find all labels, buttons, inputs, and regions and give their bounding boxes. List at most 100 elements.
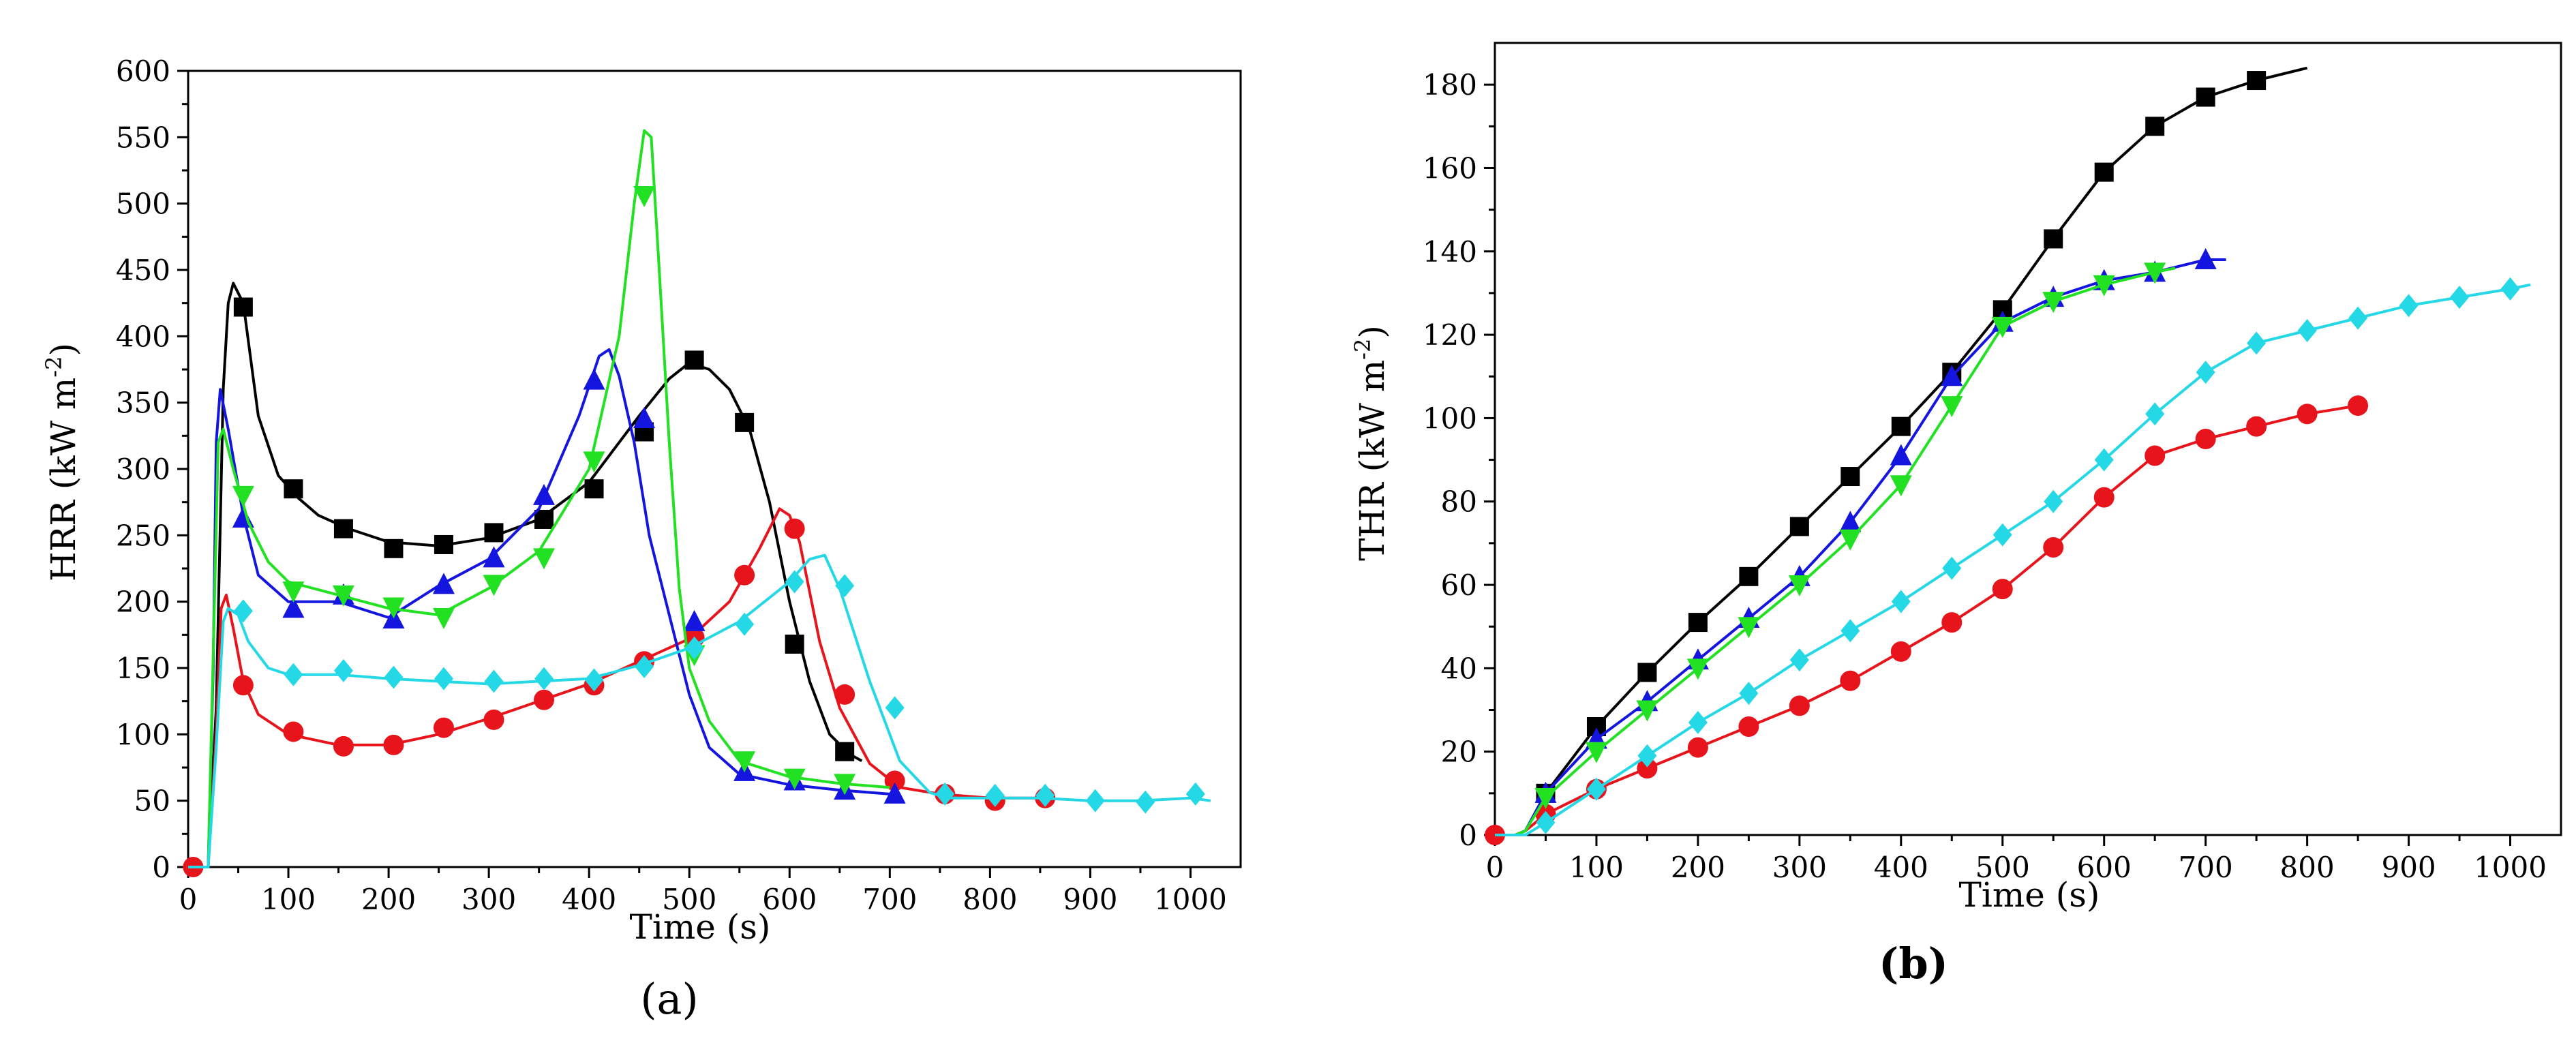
panel-a-x-axis-title: Time (s) xyxy=(630,907,771,947)
panel-a-data-point-black xyxy=(835,742,855,761)
panel-b-data-point-cyan xyxy=(1789,648,1809,672)
panel-a-data-point-red xyxy=(884,770,905,791)
panel-a-data-point-red xyxy=(734,564,755,586)
panel-b-chart: THR (kW m-2) Time (s) (b) 0 100 200 300 400 5… xyxy=(1350,42,2562,988)
panel-b-data-point-green xyxy=(1788,575,1810,597)
panel-a-series-line-blue xyxy=(188,348,900,868)
panel-b-data-point-cyan xyxy=(1942,556,1962,580)
panel-a-data-point-red xyxy=(333,735,354,757)
panel-a-data-point-black xyxy=(233,297,253,317)
panel-a-y-tick-label: 50 xyxy=(134,785,170,818)
panel-a-x-tick-label: 300 xyxy=(461,883,516,916)
panel-b-x-tick-label: 500 xyxy=(1975,851,2030,884)
panel-a-data-point-cyan xyxy=(1136,790,1155,814)
panel-a-x-tick-label: 1000 xyxy=(1154,883,1227,916)
panel-b-data-point-black xyxy=(2145,117,2165,136)
panel-b-data-point-cyan xyxy=(1586,777,1606,801)
panel-a-series-line-green xyxy=(188,129,890,868)
panel-b-data-point-blue xyxy=(1839,511,1862,532)
panel-b-data-point-cyan xyxy=(2247,331,2267,355)
panel-a-data-point-green xyxy=(282,581,305,603)
panel-b-data-point-black xyxy=(1840,467,1860,487)
panel-b-data-point-black xyxy=(2196,87,2215,107)
panel-a-chart: HRR (kW m-2) Time (s) (a) 0 100 200 300 400 5… xyxy=(41,55,1242,1024)
panel-a-y-tick-label: 0 xyxy=(152,851,170,884)
panel-a-series-line-black xyxy=(188,282,863,868)
panel-b-data-point-red xyxy=(2348,395,2369,416)
panel-a-data-point-blue xyxy=(683,609,706,631)
panel-b-x-axis-title: Time (s) xyxy=(1959,875,2100,915)
panel-a-data-point-red xyxy=(433,717,454,738)
panel-a-x-tick-label: 700 xyxy=(862,883,917,916)
panel-a-data-point-green xyxy=(483,575,505,596)
panel-a-data-point-blue xyxy=(883,782,906,804)
panel-a-data-point-blue xyxy=(282,596,305,618)
panel-a-data-point-cyan xyxy=(333,658,353,682)
panel-b-data-point-red xyxy=(2093,487,2115,508)
panel-b-data-point-black xyxy=(1891,416,1911,436)
panel-a-data-point-red xyxy=(784,518,805,539)
panel-a-x-tick-label: 400 xyxy=(562,883,616,916)
panel-b-x-tick-label: 800 xyxy=(2280,851,2335,884)
panel-a-data-point-black xyxy=(684,350,704,370)
panel-a-data-point-cyan xyxy=(985,783,1005,807)
panel-b-data-point-red xyxy=(2195,429,2216,449)
panel-b-data-point-cyan xyxy=(2297,318,2317,342)
panel-a-data-point-cyan xyxy=(785,570,804,594)
panel-a-data-point-cyan xyxy=(534,667,554,691)
panel-a-series-line-cyan xyxy=(188,553,1211,868)
panel-a-data-point-black xyxy=(785,634,804,654)
panel-b-data-point-cyan xyxy=(1992,523,2012,547)
panel-a-data-point-blue xyxy=(533,483,556,505)
panel-b-data-point-cyan xyxy=(2399,294,2419,318)
panel-b-data-point-green xyxy=(1585,742,1607,763)
panel-a-y-tick-label: 200 xyxy=(116,586,170,619)
panel-b-y-tick-label: 160 xyxy=(1423,151,1477,185)
panel-b-y-tick-label: 60 xyxy=(1441,568,1477,602)
panel-b-data-point-cyan xyxy=(1688,710,1708,734)
panel-a-data-point-red xyxy=(534,689,555,710)
panel-a-data-point-blue xyxy=(432,573,455,594)
panel-b-data-point-green xyxy=(1636,700,1658,722)
panel-a-data-point-cyan xyxy=(1085,789,1105,813)
panel-a-x-tick-label: 500 xyxy=(662,883,716,916)
panel-b-data-point-cyan xyxy=(2500,277,2520,301)
panel-b-data-point-cyan xyxy=(2094,448,2114,472)
panel-a-data-point-red xyxy=(483,709,504,730)
panel-a-y-tick-label: 600 xyxy=(116,55,170,88)
panel-b-x-tick-label: 700 xyxy=(2179,851,2233,884)
panel-b-x-tick-label: 0 xyxy=(1486,851,1504,884)
panel-a-data-point-green xyxy=(583,451,605,473)
panel-a-data-point-green xyxy=(382,597,405,619)
panel-a-data-point-green xyxy=(733,751,756,773)
panel-b-data-point-red xyxy=(2145,445,2166,466)
panel-a-data-point-black xyxy=(434,534,453,554)
panel-b-data-point-blue xyxy=(1941,365,1963,386)
panel-b-y-tick-label: 120 xyxy=(1423,318,1477,352)
panel-b-data-point-cyan xyxy=(1891,590,1911,613)
panel-b-data-point-black xyxy=(2044,229,2063,249)
panel-b-data-point-black xyxy=(1789,517,1809,536)
panel-a-data-point-cyan xyxy=(233,599,253,623)
panel-a-x-tick-label: 600 xyxy=(762,883,817,916)
panel-a-caption: (a) xyxy=(640,974,698,1024)
panel-b-data-point-black xyxy=(1637,663,1657,682)
panel-b-y-tick-label: 40 xyxy=(1441,652,1477,685)
panel-a-x-tick-label: 0 xyxy=(179,883,198,916)
panel-a-data-point-cyan xyxy=(484,669,504,693)
panel-a-data-point-blue xyxy=(583,368,605,390)
panel-a-y-tick-label: 300 xyxy=(116,453,170,486)
panel-b-data-point-red xyxy=(1637,758,1658,779)
panel-b-data-point-cyan xyxy=(1637,744,1657,768)
panel-a-data-point-cyan xyxy=(1185,782,1205,806)
panel-b-data-point-blue xyxy=(2194,248,2217,270)
panel-b-series-line-cyan xyxy=(1495,283,2531,836)
panel-b-data-point-cyan xyxy=(2044,489,2063,513)
panel-b-data-point-cyan xyxy=(1536,810,1556,834)
panel-a-data-point-black xyxy=(284,479,303,499)
panel-a-data-point-green xyxy=(232,485,254,507)
panel-a-data-point-cyan xyxy=(584,668,604,692)
panel-a-data-point-black xyxy=(584,479,604,499)
